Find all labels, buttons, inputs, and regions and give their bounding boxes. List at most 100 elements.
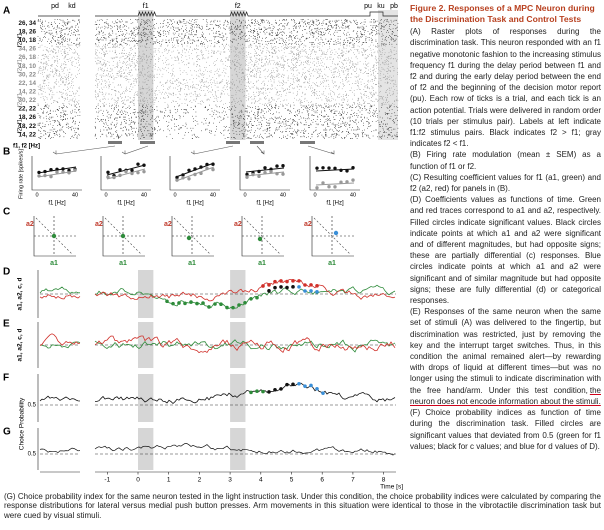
b-point <box>263 166 267 170</box>
trace <box>39 278 396 302</box>
trace <box>39 339 396 353</box>
time-tick-label: 2 <box>198 477 202 484</box>
b-point <box>43 169 47 174</box>
b-point <box>321 166 325 170</box>
half-tick: 0.5 <box>28 403 37 409</box>
sig-dot <box>189 300 193 304</box>
sig-dot <box>285 285 289 290</box>
pair-label: 18, 26 <box>18 29 36 36</box>
b-axis-label: f1, f2 [Hz] <box>13 144 40 150</box>
sig-dot <box>273 285 277 290</box>
panel-letter: D <box>3 267 10 278</box>
b-point <box>333 166 337 170</box>
c-diagonal <box>243 217 281 255</box>
caption-b: (B) Firing rate modulation (mean ± SEM) … <box>410 150 601 171</box>
caption-f: (F) Choice probability indices as functi… <box>410 408 601 451</box>
axis-break <box>81 8 94 142</box>
raster-ticks <box>37 19 399 28</box>
sig-dot <box>303 384 307 388</box>
time-tick-label: 0 <box>136 477 140 484</box>
raster-ticks <box>37 70 398 79</box>
b-xtick: 0 <box>173 192 176 198</box>
time-tick-label: 8 <box>382 477 386 484</box>
trace <box>39 443 396 456</box>
b-point <box>61 170 65 174</box>
pair-label: 14, 22 <box>18 131 36 138</box>
arrow <box>256 145 265 155</box>
sig-dot <box>279 279 283 283</box>
raster-ticks <box>37 96 399 105</box>
time-tick-label: 4 <box>259 477 263 484</box>
sig-dot <box>273 387 277 392</box>
sig-dot <box>303 283 307 287</box>
c-ylabel: a2 <box>164 221 172 228</box>
c-axes <box>311 216 354 257</box>
b-point <box>37 170 41 175</box>
panel-letter: A <box>3 6 10 17</box>
b-xlabel: f1 [Hz] <box>186 201 204 207</box>
b-point <box>187 168 191 173</box>
pair-label: 10, 18 <box>18 37 36 44</box>
c-xlabel: a1 <box>328 260 336 267</box>
stim-shade <box>138 10 154 140</box>
b-axes <box>169 156 220 191</box>
b-ylabel: Firing rate [spikes/s] <box>18 149 24 199</box>
caption-e-text: (E) Responses of the same neuron when th… <box>410 307 601 395</box>
caption-e: (E) Responses of the same neuron when th… <box>410 306 601 407</box>
period-bar <box>226 141 240 144</box>
b-point <box>257 174 261 179</box>
sig-dot <box>279 387 283 391</box>
sig-dot <box>291 285 295 289</box>
caption-title: Figure 2. Responses of a MPC Neuron duri… <box>410 3 595 24</box>
b-point <box>257 169 261 174</box>
group-label: f2<f1 <box>17 58 24 73</box>
c-diagonal <box>313 217 351 255</box>
c-point <box>186 235 192 241</box>
b-point <box>124 169 128 174</box>
caption-a: (A) Raster plots of responses during the… <box>410 27 601 149</box>
c-axes <box>241 216 284 257</box>
raster-ticks <box>38 44 397 54</box>
sig-dot <box>315 386 319 391</box>
panel-letter: E <box>3 319 10 330</box>
period-bar <box>108 141 122 144</box>
sig-dot <box>207 305 211 309</box>
c-point <box>120 233 126 239</box>
sig-dot <box>261 284 265 288</box>
b-fit <box>245 167 285 173</box>
b-point <box>175 175 179 180</box>
pair-label: 30, 22 <box>18 97 36 104</box>
pair-label: 34, 26 <box>18 46 36 53</box>
pair-label: 26, 18 <box>18 54 36 61</box>
b-point <box>118 168 122 172</box>
b-point <box>275 164 279 168</box>
arrow <box>307 145 335 155</box>
b-xlabel: f1 [Hz] <box>48 201 66 207</box>
b-xtick: 0 <box>313 192 316 198</box>
event-label: ku <box>377 3 385 10</box>
b-point <box>351 178 355 182</box>
raster-ticks <box>40 27 398 37</box>
sig-dot <box>177 301 181 305</box>
b-xlabel: f1 [Hz] <box>117 201 135 207</box>
b-point <box>130 168 134 173</box>
b-point <box>211 167 215 172</box>
b-point <box>136 170 140 175</box>
period-bar <box>300 141 315 144</box>
stim-shade <box>230 374 246 422</box>
trace <box>39 284 396 309</box>
b-point <box>345 169 349 173</box>
sig-dot <box>285 279 289 284</box>
movement-shade <box>378 10 398 140</box>
c-point <box>257 236 263 242</box>
b-point <box>193 167 197 171</box>
c-point <box>333 230 339 236</box>
b-point <box>136 162 140 166</box>
period-bar <box>250 141 264 144</box>
b-point <box>281 172 285 176</box>
b-point <box>142 163 146 167</box>
b-point <box>205 166 209 171</box>
b-point <box>321 181 325 185</box>
